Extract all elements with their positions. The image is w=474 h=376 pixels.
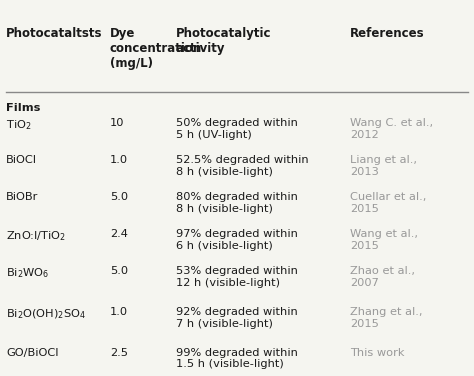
Text: 1.0: 1.0 bbox=[110, 307, 128, 317]
Text: ZnO:l/TiO$_2$: ZnO:l/TiO$_2$ bbox=[6, 229, 66, 243]
Text: Bi$_2$WO$_6$: Bi$_2$WO$_6$ bbox=[6, 266, 49, 280]
Text: Zhang et al.,
2015: Zhang et al., 2015 bbox=[350, 307, 423, 329]
Text: Dye
concentration
(mg/L): Dye concentration (mg/L) bbox=[110, 27, 202, 70]
Text: Photocataltsts: Photocataltsts bbox=[6, 27, 102, 40]
Text: Bi$_2$O(OH)$_2$SO$_4$: Bi$_2$O(OH)$_2$SO$_4$ bbox=[6, 307, 86, 321]
Text: 5.0: 5.0 bbox=[110, 192, 128, 202]
Text: Photocatalytic
activity: Photocatalytic activity bbox=[176, 27, 271, 55]
Text: Cuellar et al.,
2015: Cuellar et al., 2015 bbox=[350, 192, 427, 214]
Text: References: References bbox=[350, 27, 425, 40]
Text: 53% degraded within
12 h (visible-light): 53% degraded within 12 h (visible-light) bbox=[176, 266, 298, 288]
Text: Wang C. et al.,
2012: Wang C. et al., 2012 bbox=[350, 118, 433, 139]
Text: Liang et al.,
2013: Liang et al., 2013 bbox=[350, 155, 417, 177]
Text: Zhao et al.,
2007: Zhao et al., 2007 bbox=[350, 266, 415, 288]
Text: 99% degraded within
1.5 h (visible-light): 99% degraded within 1.5 h (visible-light… bbox=[176, 348, 298, 369]
Text: 80% degraded within
8 h (visible-light): 80% degraded within 8 h (visible-light) bbox=[176, 192, 298, 214]
Text: This work: This work bbox=[350, 348, 405, 358]
Text: 52.5% degraded within
8 h (visible-light): 52.5% degraded within 8 h (visible-light… bbox=[176, 155, 309, 177]
Text: 1.0: 1.0 bbox=[110, 155, 128, 165]
Text: BiOBr: BiOBr bbox=[6, 192, 38, 202]
Text: GO/BiOCl: GO/BiOCl bbox=[6, 348, 59, 358]
Text: 2.5: 2.5 bbox=[110, 348, 128, 358]
Text: 97% degraded within
6 h (visible-light): 97% degraded within 6 h (visible-light) bbox=[176, 229, 298, 251]
Text: Wang et al.,
2015: Wang et al., 2015 bbox=[350, 229, 418, 251]
Text: Films: Films bbox=[6, 103, 40, 113]
Text: 10: 10 bbox=[110, 118, 124, 128]
Text: BiOCl: BiOCl bbox=[6, 155, 37, 165]
Text: 50% degraded within
5 h (UV-light): 50% degraded within 5 h (UV-light) bbox=[176, 118, 298, 139]
Text: 92% degraded within
7 h (visible-light): 92% degraded within 7 h (visible-light) bbox=[176, 307, 298, 329]
Text: 5.0: 5.0 bbox=[110, 266, 128, 276]
Text: TiO$_2$: TiO$_2$ bbox=[6, 118, 32, 132]
Text: 2.4: 2.4 bbox=[110, 229, 128, 239]
